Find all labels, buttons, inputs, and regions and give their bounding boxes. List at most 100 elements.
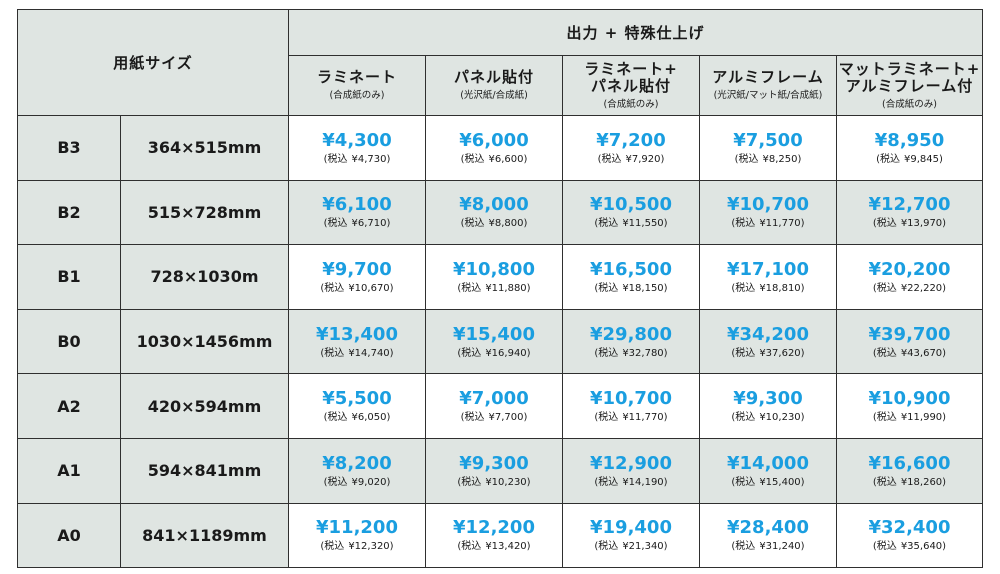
- tax-prefix: (税込: [597, 153, 622, 165]
- tax-prefix: (税込: [872, 347, 897, 359]
- price-cell: ¥4,300 (税込 ¥4,730): [288, 115, 426, 181]
- tax-prefix: (税込: [876, 153, 900, 165]
- price-value: ¥6,100: [322, 194, 392, 216]
- tax-included-price: (税込 ¥11,770): [700, 217, 836, 230]
- table-row: B0 1030×1456mm ¥13,400 (税込 ¥14,740) ¥15,400 (税…: [17, 308, 983, 375]
- tax-value: ¥10,230: [759, 412, 801, 424]
- tax-prefix: (税込: [460, 153, 485, 165]
- tax-suffix: ): [526, 476, 531, 488]
- tax-prefix: (税込: [594, 541, 619, 553]
- price-cell: ¥10,900 (税込 ¥11,990): [836, 373, 983, 439]
- tax-included-price: (税込 ¥22,220): [837, 282, 982, 295]
- price-cell: ¥9,300 (税込 ¥10,230): [699, 373, 837, 439]
- price-value: ¥10,700: [590, 388, 672, 410]
- tax-prefix: (税込: [594, 347, 619, 359]
- tax-prefix: (税込: [323, 412, 348, 424]
- tax-included-price: (税込 ¥8,800): [426, 217, 562, 230]
- tax-included-price: (税込 ¥9,845): [837, 153, 982, 166]
- tax-suffix: ): [523, 412, 528, 424]
- price-cell: ¥12,700 (税込 ¥13,970): [836, 179, 983, 246]
- tax-value: ¥35,640: [900, 541, 943, 553]
- tax-prefix: (税込: [731, 476, 756, 488]
- tax-value: ¥4,730: [351, 153, 387, 165]
- price-cell: ¥7,500 (税込 ¥8,250): [699, 115, 837, 181]
- tax-value: ¥22,220: [900, 282, 943, 294]
- tax-suffix: ): [800, 476, 805, 488]
- tax-value: ¥12,320: [348, 541, 390, 553]
- tax-suffix: ): [942, 476, 947, 488]
- paper-size-code: A1: [17, 437, 121, 504]
- tax-suffix: ): [389, 541, 394, 553]
- price-value: ¥8,000: [459, 194, 529, 216]
- price-cell: ¥7,000 (税込 ¥7,700): [425, 373, 563, 439]
- tax-prefix: (税込: [594, 218, 619, 230]
- paper-size-header: 用紙サイズ: [17, 9, 289, 116]
- table-body: B3 364×515mm ¥4,300 (税込 ¥4,730) ¥6,000 (税込 ¥6,6…: [17, 115, 983, 569]
- price-value: ¥32,400: [868, 517, 951, 539]
- option-note: (光沢紙/マット紙/合成紙): [713, 90, 823, 101]
- price-value: ¥16,600: [868, 452, 951, 474]
- price-cell: ¥19,400 (税込 ¥21,340): [562, 502, 700, 569]
- tax-suffix: ): [800, 282, 805, 294]
- tax-included-price: (税込 ¥8,250): [700, 153, 836, 166]
- paper-size-dimensions: 841×1189mm: [120, 502, 289, 569]
- tax-included-price: (税込 ¥13,420): [426, 540, 562, 553]
- tax-prefix: (税込: [594, 412, 619, 424]
- option-name: アルミフレーム: [712, 68, 824, 86]
- tax-suffix: ): [663, 476, 668, 488]
- price-cell: ¥9,700 (税込 ¥10,670): [288, 244, 426, 310]
- output-finish-header: 出力 + 特殊仕上げ: [288, 9, 983, 56]
- tax-suffix: ): [942, 282, 947, 294]
- price-cell: ¥20,200 (税込 ¥22,220): [836, 244, 983, 310]
- price-value: ¥12,200: [453, 517, 535, 539]
- paper-size-dimensions: 728×1030m: [120, 244, 289, 310]
- price-cell: ¥16,500 (税込 ¥18,150): [562, 244, 700, 310]
- tax-prefix: (税込: [457, 541, 482, 553]
- price-cell: ¥10,800 (税込 ¥11,880): [425, 244, 563, 310]
- tax-prefix: (税込: [457, 347, 482, 359]
- price-cell: ¥8,200 (税込 ¥9,020): [288, 437, 426, 504]
- tax-value: ¥13,970: [900, 218, 943, 230]
- tax-value: ¥15,400: [759, 476, 801, 488]
- price-cell: ¥29,800 (税込 ¥32,780): [562, 308, 700, 375]
- tax-value: ¥14,740: [348, 347, 390, 359]
- tax-included-price: (税込 ¥9,020): [289, 476, 425, 489]
- tax-value: ¥11,990: [900, 412, 943, 424]
- tax-suffix: ): [939, 153, 943, 165]
- price-value: ¥12,700: [868, 194, 951, 216]
- price-value: ¥9,700: [322, 258, 392, 280]
- price-value: ¥8,200: [322, 452, 392, 474]
- tax-value: ¥9,845: [904, 153, 939, 165]
- price-value: ¥5,500: [322, 388, 392, 410]
- price-value: ¥39,700: [868, 323, 951, 345]
- tax-included-price: (税込 ¥6,050): [289, 411, 425, 424]
- tax-included-price: (税込 ¥10,230): [700, 411, 836, 424]
- paper-size-code: A0: [17, 502, 121, 569]
- price-cell: ¥39,700 (税込 ¥43,670): [836, 308, 983, 375]
- tax-suffix: ): [523, 218, 528, 230]
- price-value: ¥8,950: [874, 129, 945, 151]
- price-cell: ¥6,000 (税込 ¥6,600): [425, 115, 563, 181]
- paper-size-code: A2: [17, 373, 121, 439]
- tax-suffix: ): [386, 476, 391, 488]
- tax-suffix: ): [942, 347, 947, 359]
- price-cell: ¥10,700 (税込 ¥11,770): [562, 373, 700, 439]
- tax-value: ¥11,880: [485, 282, 527, 294]
- price-value: ¥10,800: [453, 258, 535, 280]
- option-name: ラミネート: [316, 68, 397, 86]
- price-cell: ¥10,500 (税込 ¥11,550): [562, 179, 700, 246]
- price-value: ¥34,200: [727, 323, 809, 345]
- tax-included-price: (税込 ¥7,920): [563, 153, 699, 166]
- tax-value: ¥18,150: [622, 282, 664, 294]
- tax-included-price: (税込 ¥11,990): [837, 411, 982, 424]
- tax-suffix: ): [389, 282, 394, 294]
- tax-value: ¥8,800: [488, 218, 524, 230]
- tax-value: ¥16,940: [485, 347, 527, 359]
- tax-prefix: (税込: [731, 412, 756, 424]
- tax-included-price: (税込 ¥43,670): [837, 347, 982, 360]
- tax-suffix: ): [663, 412, 668, 424]
- price-value: ¥10,500: [590, 194, 672, 216]
- tax-prefix: (税込: [872, 218, 897, 230]
- tax-value: ¥11,770: [759, 218, 801, 230]
- tax-prefix: (税込: [460, 218, 485, 230]
